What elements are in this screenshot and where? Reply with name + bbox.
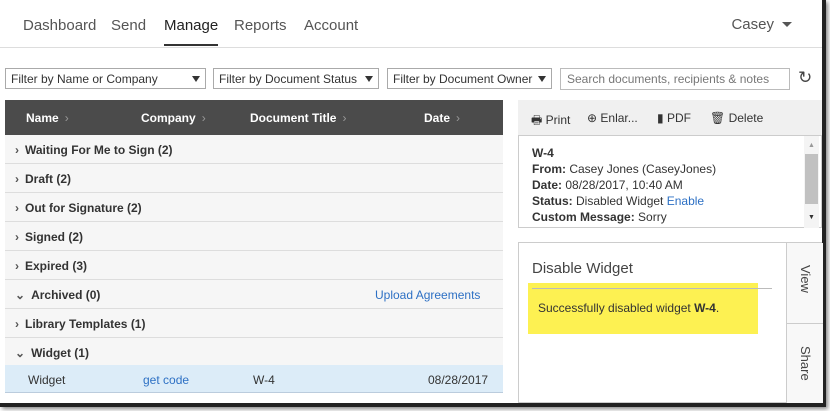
row-name: Widget <box>28 373 66 387</box>
scroll-thumb[interactable] <box>805 154 818 204</box>
group-label: Expired (3) <box>25 259 88 273</box>
panel-title: Disable Widget <box>532 260 633 277</box>
top-nav: Dashboard Send Manage Reports Account Ca… <box>0 0 822 48</box>
chevron-right-icon: › <box>15 230 19 244</box>
status-filter-label: Filter by Document Status <box>219 72 358 86</box>
user-menu[interactable]: Casey <box>731 16 792 33</box>
chevron-down-icon: ⌄ <box>15 346 26 360</box>
date-label: Date: <box>532 178 563 192</box>
tab-manage[interactable]: Manage <box>164 17 219 46</box>
action-panel: Disable Widget Successfully disabled wid… <box>518 242 823 403</box>
owner-filter-label: Filter by Document Owner <box>393 72 533 86</box>
column-document-title[interactable]: Document Title › <box>250 111 347 125</box>
name-filter-select[interactable]: Filter by Name or Company <box>5 68 206 89</box>
tab-account[interactable]: Account <box>304 17 359 34</box>
status-filter-select[interactable]: Filter by Document Status <box>213 68 379 89</box>
date-value: 08/28/2017, 10:40 AM <box>565 178 683 192</box>
group-label: Archived (0) <box>31 288 101 302</box>
dropdown-arrow-icon <box>538 76 546 82</box>
chevron-right-icon: › <box>15 143 19 157</box>
column-company[interactable]: Company › <box>141 111 206 125</box>
group-label: Out for Signature (2) <box>25 201 142 215</box>
group-row[interactable]: ⌄ Archived (0) Upload Agreements <box>5 280 503 309</box>
dropdown-arrow-icon <box>192 76 200 82</box>
group-row[interactable]: › Expired (3) <box>5 251 503 280</box>
status-value: Disabled Widget <box>576 194 664 208</box>
pdf-button[interactable]: ▮ PDF <box>657 111 691 125</box>
toolbar: 🖶 Print ⊕ Enlar... ▮ PDF 🗑 Delete <box>518 100 822 135</box>
upload-agreements-link[interactable]: Upload Agreements <box>375 288 481 302</box>
enable-link[interactable]: Enable <box>666 194 705 208</box>
share-tab[interactable]: Share <box>786 323 823 403</box>
dropdown-arrow-icon <box>365 76 373 82</box>
success-message: Successfully disabled widget W-4. <box>528 283 772 334</box>
row-date: 08/28/2017 <box>428 373 489 387</box>
from-label: From: <box>532 162 566 176</box>
group-label: Waiting For Me to Sign (2) <box>25 143 173 157</box>
delete-button[interactable]: 🗑 Delete <box>710 111 764 125</box>
message-value: Sorry <box>638 210 667 224</box>
chevron-right-icon: › <box>15 172 19 186</box>
scroll-down-icon[interactable]: ▼ <box>808 214 815 221</box>
chevron-right-icon: › <box>15 317 19 331</box>
doc-title: W-4 <box>532 146 554 160</box>
group-label: Draft (2) <box>25 172 72 186</box>
name-filter-label: Filter by Name or Company <box>11 72 158 86</box>
document-details: W-4 From: Casey Jones (CaseyJones) Date:… <box>518 135 822 228</box>
group-row[interactable]: › Waiting For Me to Sign (2) <box>5 135 503 164</box>
column-name[interactable]: Name › <box>26 111 69 125</box>
group-row[interactable]: › Library Templates (1) <box>5 309 503 338</box>
view-tab[interactable]: View <box>786 243 823 323</box>
chevron-down-icon: ⌄ <box>15 288 26 302</box>
enlarge-button[interactable]: ⊕ Enlar... <box>587 111 638 125</box>
scroll-up-icon[interactable]: ▲ <box>808 142 815 149</box>
owner-filter-select[interactable]: Filter by Document Owner <box>387 68 552 89</box>
group-row[interactable]: › Out for Signature (2) <box>5 193 503 222</box>
tab-send[interactable]: Send <box>111 17 147 34</box>
tab-reports[interactable]: Reports <box>234 17 287 34</box>
row-title: W-4 <box>253 373 275 387</box>
print-button[interactable]: 🖶 Print <box>531 113 571 127</box>
chevron-right-icon: › <box>15 201 19 215</box>
group-label: Widget (1) <box>31 346 89 360</box>
search-input[interactable]: Search documents, recipients & notes <box>560 68 790 90</box>
group-label: Signed (2) <box>25 230 84 244</box>
chevron-right-icon: › <box>15 259 19 273</box>
table-header: Name › Company › Document Title › Date › <box>5 100 503 135</box>
group-row[interactable]: › Signed (2) <box>5 222 503 251</box>
table-row[interactable]: Widget get code W-4 08/28/2017 <box>5 365 503 393</box>
group-row[interactable]: › Draft (2) <box>5 164 503 193</box>
message-label: Custom Message: <box>532 210 635 224</box>
column-date[interactable]: Date › <box>424 111 461 125</box>
from-value: Casey Jones (CaseyJones) <box>569 162 717 176</box>
tab-dashboard[interactable]: Dashboard <box>23 17 97 34</box>
status-label: Status: <box>532 194 573 208</box>
scrollbar[interactable]: ▲ ▼ <box>804 136 819 228</box>
group-row[interactable]: ⌄ Widget (1) <box>5 338 503 367</box>
refresh-icon[interactable]: ↻ <box>798 68 813 87</box>
get-code-link[interactable]: get code <box>143 373 190 387</box>
group-label: Library Templates (1) <box>25 317 146 331</box>
